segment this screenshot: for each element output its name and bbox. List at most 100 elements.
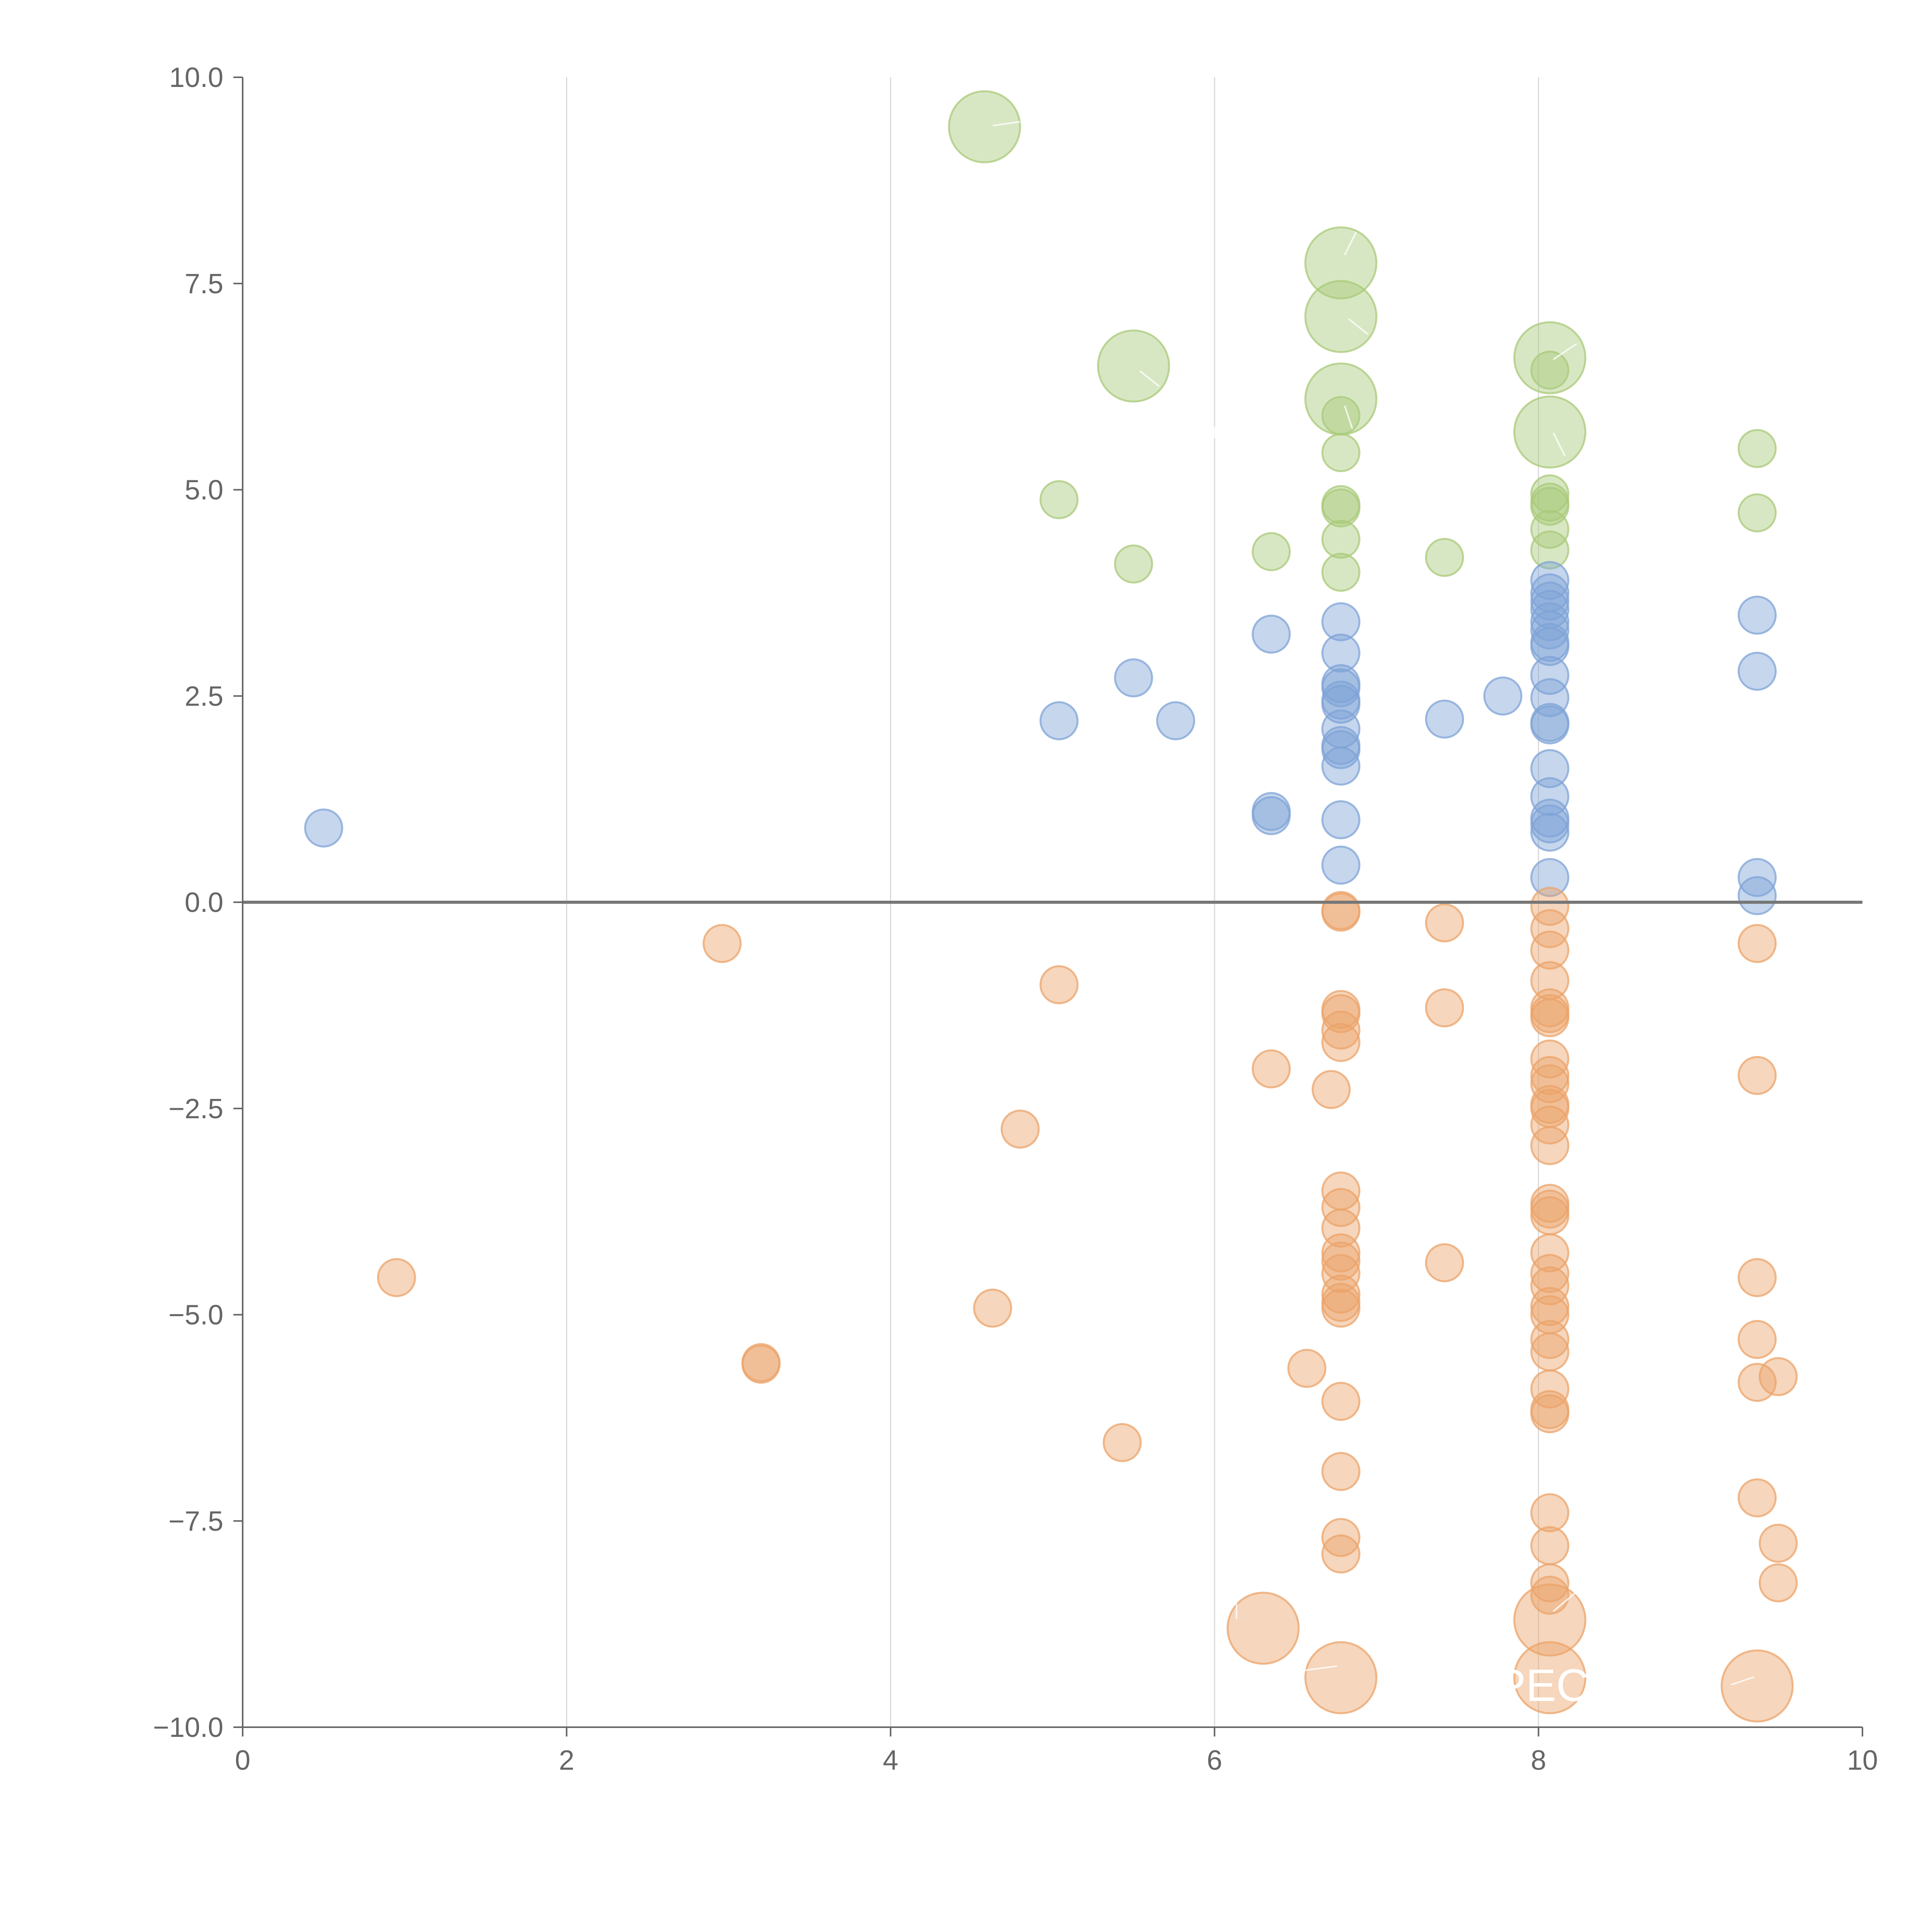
data-point: [1530, 1196, 1570, 1235]
overlay-label: PEC: [1495, 1660, 1589, 1711]
data-point: [1114, 658, 1153, 697]
data-point: [1156, 701, 1196, 740]
y-tick-label: 10.0: [169, 62, 223, 93]
data-point: [1738, 1258, 1777, 1297]
overlay-line: [1344, 405, 1353, 429]
axes: 0 2 4 6 8 10 10.0 7.5 5.0 2.5 0.0 −2.5 −5.0 −7.5 −10.0: [153, 62, 1878, 1776]
data-point: [1321, 1288, 1361, 1328]
data-point: [1425, 699, 1464, 739]
y-tick-label: 5.0: [185, 475, 223, 506]
data-point: [1000, 1109, 1040, 1149]
data-point: [1530, 1332, 1570, 1372]
data-point: [1321, 668, 1361, 707]
data-point: [1287, 1349, 1327, 1388]
data-point: [1721, 1649, 1794, 1723]
y-tick-label: −2.5: [168, 1094, 223, 1124]
data-point: [1530, 1563, 1570, 1602]
x-tick-label: 0: [235, 1745, 250, 1776]
data-point: [1530, 813, 1570, 852]
data-point: [1252, 614, 1291, 654]
data-point: [1530, 1056, 1570, 1095]
data-point: [1304, 226, 1378, 299]
data-point: [1530, 998, 1570, 1037]
x-tick-label: 4: [883, 1745, 898, 1776]
overlay-line: [1553, 343, 1577, 360]
data-point: [1321, 994, 1361, 1033]
data-point: [1321, 845, 1361, 885]
x-tick-label: 8: [1531, 1745, 1546, 1776]
data-point: [1530, 474, 1570, 514]
data-point: [741, 1345, 781, 1384]
data-point: [1114, 544, 1153, 584]
data-point: [1304, 1641, 1378, 1714]
data-point: [1530, 1526, 1570, 1565]
data-point: [973, 1288, 1012, 1328]
data-point: [1738, 876, 1777, 915]
data-point: [1039, 480, 1079, 519]
data-point: [1738, 595, 1777, 635]
data-point: [1738, 924, 1777, 963]
data-point: [1738, 651, 1777, 691]
data-point: [1425, 538, 1464, 577]
data-point: [1321, 520, 1361, 559]
data-point: [1513, 395, 1587, 469]
data-point: [1530, 610, 1570, 650]
data-point: [1530, 627, 1570, 666]
data-point: [1530, 858, 1570, 897]
y-tick-label: −10.0: [153, 1712, 223, 1743]
data-point: [1513, 1641, 1587, 1714]
data-point: [1321, 433, 1361, 472]
x-tick-label: 6: [1207, 1745, 1222, 1776]
data-point: [1321, 1254, 1361, 1293]
data-point: [1530, 486, 1570, 526]
overlay-line: [993, 121, 1020, 126]
data-point: [1321, 488, 1361, 527]
data-point: [1102, 1423, 1142, 1462]
y-tick-label: 0.0: [185, 887, 223, 918]
data-point: [1321, 1452, 1361, 1491]
data-point: [1321, 553, 1361, 592]
y-tick-label: 7.5: [185, 269, 223, 299]
data-point: [1530, 350, 1570, 390]
data-point: [1759, 1563, 1798, 1602]
data-point: [1226, 1592, 1300, 1665]
data-point: [1425, 903, 1464, 942]
data-point: [1530, 909, 1570, 948]
data-point: [1738, 493, 1777, 532]
data-point: [1530, 1254, 1570, 1293]
data-point: [1321, 893, 1361, 932]
data-point: [1530, 510, 1570, 549]
data-point: [1530, 887, 1570, 926]
data-point: [1311, 1070, 1351, 1109]
data-point: [1759, 1357, 1798, 1396]
data-point: [1321, 633, 1361, 673]
data-point: [1321, 1518, 1361, 1557]
overlay-line: [1731, 1676, 1755, 1685]
data-point: [1530, 1266, 1570, 1306]
data-point: [1425, 988, 1464, 1027]
data-point: [1530, 930, 1570, 970]
data-point: [1530, 1105, 1570, 1145]
y-tick-label: 2.5: [185, 681, 223, 712]
data-points: [304, 90, 1798, 1723]
data-point: [1425, 1243, 1464, 1282]
data-point: [1321, 1023, 1361, 1062]
overlay: PEC: [1495, 1660, 1589, 1711]
data-point: [1530, 804, 1570, 844]
data-point: [1530, 656, 1570, 695]
data-point: [1530, 1233, 1570, 1272]
data-point: [1321, 800, 1361, 839]
data-point: [1530, 561, 1570, 600]
overlay-line: [1553, 1591, 1577, 1612]
data-point: [1252, 796, 1291, 835]
data-point: [702, 924, 742, 963]
x-tick-label: 10: [1847, 1745, 1878, 1776]
data-point: [1759, 1524, 1798, 1563]
data-point: [1738, 1056, 1777, 1095]
data-point: [1738, 1478, 1777, 1517]
data-point: [1530, 1575, 1570, 1615]
overlay-line: [1553, 432, 1566, 456]
data-point: [1321, 602, 1361, 641]
data-point: [1252, 1049, 1291, 1088]
